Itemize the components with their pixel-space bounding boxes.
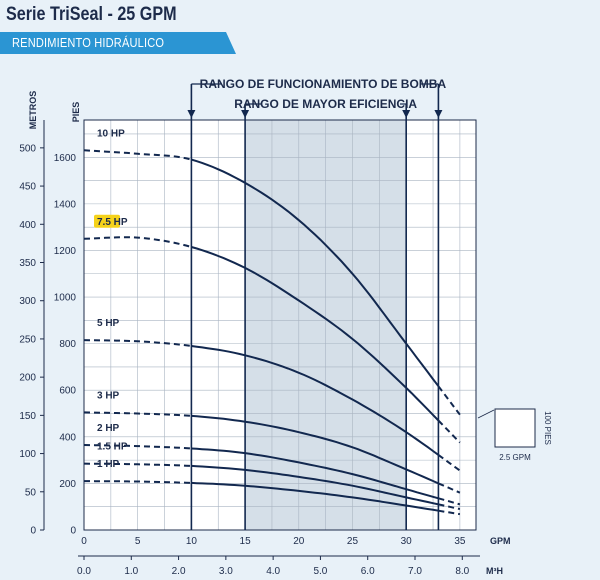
pies-tick-label: 0	[70, 526, 76, 537]
curve-dashed-low	[83, 462, 192, 467]
curve-dashed-low	[83, 339, 192, 347]
y2-axis-label: METROS	[28, 91, 38, 130]
series-label: 1.5 HP	[97, 442, 128, 453]
m3h-tick-label: 4.0	[266, 566, 280, 577]
metros-tick-label: 250	[19, 334, 36, 345]
scale-key-x-label: 2.5 GPM	[499, 453, 531, 462]
curve-dashed-low	[84, 480, 192, 484]
curve-dashed-high	[437, 385, 461, 416]
curve-dashed-high	[437, 454, 461, 472]
series-label-highlight	[94, 214, 120, 228]
gpm-tick-label: 15	[240, 536, 252, 547]
metros-tick-label: 0	[30, 526, 36, 537]
operating-range-label: RANGO DE FUNCIONAMIENTO DE BOMBA	[200, 77, 447, 91]
pies-tick-label: 800	[59, 339, 76, 350]
curve-dashed-high	[437, 419, 461, 444]
pies-tick-label: 1600	[54, 153, 77, 164]
series-label: 5 HP	[97, 318, 120, 329]
curve-dashed-high	[438, 503, 461, 510]
curve-solid	[191, 345, 439, 456]
gpm-tick-label: 5	[135, 536, 141, 547]
m3h-tick-label: 3.0	[219, 566, 233, 577]
series-label: 2 HP	[97, 423, 120, 434]
series-label: 1 HP	[97, 459, 120, 470]
pies-tick-label: 200	[59, 479, 76, 490]
curve-dashed-high	[438, 509, 461, 516]
metros-tick-label: 500	[19, 143, 36, 154]
metros-tick-label: 400	[19, 220, 36, 231]
curve-solid	[191, 158, 440, 387]
m3h-tick-label: 5.0	[313, 566, 327, 577]
curve-dashed-low	[83, 411, 192, 417]
y-axis-label: PIES	[71, 102, 81, 123]
page-title: Serie TriSeal - 25 GPM	[6, 4, 177, 25]
curve-dashed-high	[438, 482, 461, 494]
m3h-tick-label: 0.0	[77, 566, 91, 577]
gpm-tick-label: 30	[401, 536, 413, 547]
scale-key-leader	[477, 409, 495, 419]
gpm-tick-label: 10	[186, 536, 198, 547]
gpm-tick-label: 35	[454, 536, 466, 547]
section-banner: RENDIMIENTO HIDRÁULICO	[0, 32, 236, 54]
metros-tick-label: 100	[19, 449, 36, 460]
gpm-tick-label: 25	[347, 536, 359, 547]
series-label: 7.5 HP	[97, 217, 128, 228]
efficiency-range-arrow	[241, 110, 250, 118]
curve-solid	[191, 246, 440, 422]
metros-tick-label: 200	[19, 373, 36, 384]
series-label: 3 HP	[97, 390, 120, 401]
curve-solid	[191, 447, 439, 500]
efficiency-range-arrow	[402, 110, 411, 118]
efficiency-range-label: RANGO DE MAYOR EFICIENCIA	[234, 97, 417, 111]
pies-tick-label: 600	[59, 386, 76, 397]
operating-range-arrow	[187, 110, 196, 118]
gpm-tick-label: 0	[81, 536, 87, 547]
series-label: 10 HP	[97, 128, 125, 139]
x2-axis-label: M³H	[486, 566, 503, 576]
curve-dashed-low	[83, 149, 192, 161]
section-banner-label: RENDIMIENTO HIDRÁULICO	[12, 35, 165, 50]
pies-tick-label: 400	[59, 432, 76, 443]
m3h-tick-label: 6.0	[361, 566, 375, 577]
m3h-tick-label: 2.0	[172, 566, 186, 577]
metros-tick-label: 350	[19, 258, 36, 269]
operating-range-arrow	[434, 110, 443, 118]
pies-tick-label: 1200	[54, 246, 77, 257]
metros-tick-label: 150	[19, 411, 36, 422]
m3h-tick-label: 7.0	[408, 566, 422, 577]
pies-tick-label: 1400	[54, 199, 77, 210]
gpm-tick-label: 20	[293, 536, 305, 547]
curve-dashed-low	[83, 444, 192, 450]
curve-solid	[191, 481, 439, 512]
curve-solid	[191, 464, 439, 506]
curve-dashed-low	[83, 236, 192, 248]
curve-dashed-high	[438, 497, 461, 506]
m3h-tick-label: 1.0	[124, 566, 138, 577]
curve-solid	[191, 414, 439, 485]
plot-frame	[83, 119, 477, 531]
metros-tick-label: 50	[25, 487, 37, 498]
pies-tick-label: 1000	[54, 293, 77, 304]
m3h-tick-label: 8.0	[455, 566, 469, 577]
metros-tick-label: 300	[19, 296, 36, 307]
metros-tick-label: 450	[19, 182, 36, 193]
scale-key-y-label: 100 PIES	[543, 411, 552, 445]
x-axis-label: GPM	[490, 536, 511, 546]
scale-key-box	[494, 408, 536, 448]
